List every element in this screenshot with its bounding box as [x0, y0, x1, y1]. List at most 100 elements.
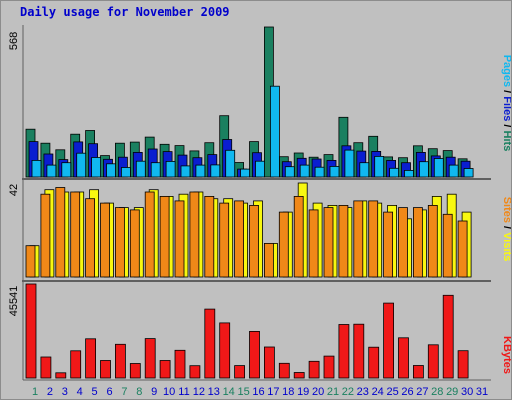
- hits-files-pages-ymax-label: 568: [8, 32, 20, 50]
- bar-pages-day-27: [418, 161, 429, 178]
- bar-sites-day-12: [189, 191, 200, 278]
- kbytes-panel: 45541 KBytes: [8, 283, 511, 379]
- bar-sites-day-22: [338, 204, 349, 278]
- bar-kbytes-day-30: [457, 350, 469, 379]
- bar-pages-day-18: [284, 166, 295, 178]
- x-tick-label-day-25: 25: [386, 386, 398, 398]
- bar-pages-day-10: [165, 160, 176, 178]
- kbytes-legend-label: KBytes: [501, 336, 511, 374]
- x-tick-label-day-24: 24: [372, 386, 384, 398]
- bar-kbytes-day-1: [25, 283, 37, 379]
- x-tick-label-day-19: 19: [297, 386, 309, 398]
- bar-kbytes-day-25: [383, 302, 395, 379]
- bar-sites-day-19: [293, 195, 304, 278]
- bar-pages-day-5: [91, 157, 101, 178]
- x-tick-label-day-7: 7: [121, 386, 127, 398]
- bar-sites-day-28: [427, 204, 438, 278]
- bar-sites-day-15: [234, 200, 245, 278]
- bar-pages-day-8: [135, 160, 146, 178]
- bar-kbytes-day-16: [249, 330, 260, 379]
- bar-kbytes-day-23: [353, 323, 365, 379]
- bar-sites-day-14: [219, 202, 230, 278]
- bar-sites-day-7: [115, 207, 125, 278]
- x-tick-label-day-14: 14: [223, 386, 235, 398]
- x-tick-label-day-18: 18: [282, 386, 294, 398]
- x-tick-label-day-23: 23: [357, 386, 369, 398]
- bar-sites-day-11: [174, 200, 185, 278]
- visits-sites-ymax-label: 42: [8, 184, 20, 196]
- bar-kbytes-day-26: [398, 337, 409, 379]
- bar-kbytes-day-19: [293, 372, 305, 379]
- visits-sites-legend-label: Sites / Visits: [501, 197, 511, 262]
- x-tick-label-day-29: 29: [446, 386, 458, 398]
- x-tick-label-day-28: 28: [431, 386, 443, 398]
- bar-kbytes-day-8: [129, 363, 141, 379]
- x-tick-label-day-11: 11: [178, 386, 189, 398]
- bar-kbytes-day-24: [368, 346, 380, 379]
- x-tick-label-day-20: 20: [312, 386, 324, 398]
- bar-kbytes-day-20: [308, 360, 320, 379]
- bar-sites-day-1: [25, 245, 36, 278]
- x-tick-label-day-3: 3: [62, 386, 68, 398]
- visits-sites-panel: 42 Sites / Visits: [8, 182, 511, 278]
- bar-pages-day-3: [61, 162, 72, 178]
- x-tick-label-day-30: 30: [461, 386, 473, 398]
- bar-kbytes-day-6: [100, 360, 111, 379]
- x-axis-day-labels: 1 2 3 4 5 6 7 8 9 10 11 12 13 14 15 16 17 18 19 20 21 22 23 24 2…: [32, 386, 488, 398]
- bar-pages-day-16: [255, 160, 265, 178]
- bar-kbytes-day-11: [174, 349, 186, 379]
- bar-kbytes-day-27: [412, 365, 424, 379]
- bar-sites-day-16: [249, 204, 259, 278]
- bar-pages-day-28: [433, 158, 444, 178]
- bar-kbytes-day-2: [40, 356, 52, 379]
- x-tick-label-day-1: 1: [32, 386, 38, 398]
- x-tick-label-day-13: 13: [208, 386, 220, 398]
- bar-kbytes-day-18: [278, 362, 290, 379]
- bar-pages-day-14: [225, 149, 236, 178]
- bar-pages-day-19: [299, 164, 310, 178]
- x-tick-label-day-10: 10: [163, 386, 175, 398]
- bar-pages-day-17: [269, 85, 280, 178]
- bar-sites-day-20: [308, 209, 319, 278]
- bar-sites-day-23: [353, 200, 364, 278]
- bar-sites-day-30: [457, 220, 468, 278]
- bar-sites-day-3: [55, 187, 66, 278]
- x-tick-label-day-31: 31: [476, 386, 488, 398]
- bar-pages-day-6: [106, 163, 116, 178]
- bar-sites-day-9: [144, 191, 155, 278]
- x-tick-label-day-8: 8: [136, 386, 142, 398]
- bar-sites-day-4: [70, 191, 81, 278]
- x-tick-label-day-4: 4: [77, 386, 83, 398]
- bar-pages-day-26: [404, 169, 414, 178]
- bar-pages-day-11: [180, 165, 191, 178]
- bar-pages-day-1: [31, 159, 42, 178]
- bar-kbytes-day-12: [189, 365, 201, 379]
- bar-kbytes-day-3: [55, 372, 67, 379]
- bar-sites-day-21: [323, 207, 334, 278]
- bar-pages-day-29: [448, 164, 459, 178]
- hits-files-pages-legend-label: Pages / Files / Hits: [501, 55, 511, 152]
- bar-sites-day-25: [383, 211, 394, 278]
- bar-kbytes-day-10: [159, 360, 171, 379]
- x-tick-label-day-22: 22: [342, 386, 354, 398]
- bar-sites-day-13: [204, 195, 215, 278]
- bar-pages-day-24: [374, 155, 385, 178]
- bar-sites-day-24: [368, 200, 379, 278]
- chart-title: Daily usage for November 2009: [20, 5, 230, 19]
- bar-pages-day-15: [240, 168, 251, 178]
- bar-pages-day-2: [46, 164, 57, 178]
- x-tick-label-day-9: 9: [151, 386, 157, 398]
- bar-sites-day-27: [412, 207, 423, 278]
- bar-sites-day-10: [159, 195, 170, 278]
- bar-sites-day-18: [278, 211, 289, 278]
- bar-pages-day-23: [359, 162, 370, 178]
- bar-sites-day-2: [40, 193, 51, 278]
- bar-kbytes-day-13: [204, 308, 216, 379]
- hits-files-pages-panel: 568 Pages / Files / Hits: [8, 26, 511, 178]
- bar-kbytes-day-21: [323, 355, 335, 379]
- bar-pages-day-4: [76, 152, 87, 178]
- bar-sites-day-8: [129, 209, 140, 278]
- x-tick-label-day-26: 26: [401, 386, 413, 398]
